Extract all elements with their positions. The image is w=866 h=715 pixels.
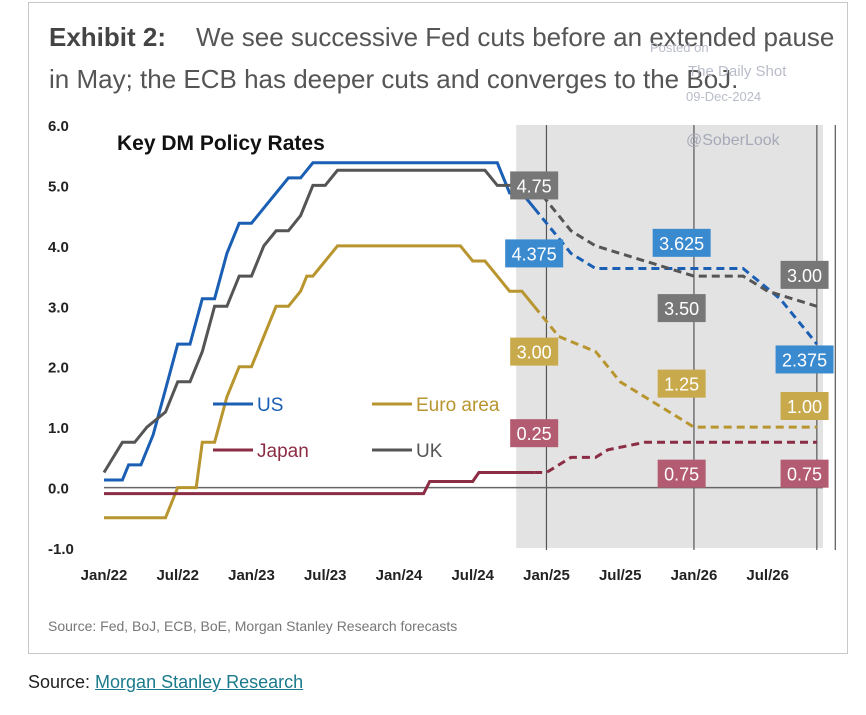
data-label-text: 3.00 <box>787 266 822 286</box>
data-label-text: 1.25 <box>664 375 699 395</box>
x-tick-label: Jan/24 <box>376 567 423 584</box>
data-label-text: 0.75 <box>664 465 699 485</box>
data-label-box <box>510 171 559 200</box>
headline-line-2: in May; the ECB has deeper cuts and conv… <box>49 64 739 94</box>
data-label-box <box>780 391 829 420</box>
series-line-uk-actual <box>102 168 535 474</box>
footer-source-prefix: Source: <box>28 672 96 692</box>
x-axis-ticks: Jan/22 Jul/22 Jan/23 Jul/23 Jan/24 Jul/24 Jan/… <box>81 567 789 584</box>
series-line-japan-actual <box>104 471 535 496</box>
data-label-box <box>657 459 706 488</box>
y-tick-label: 6.0 <box>48 118 69 135</box>
data-label-text: 0.75 <box>787 465 822 485</box>
legend-label-euro-area: Euro area <box>416 395 500 416</box>
y-tick-label: 1.0 <box>48 420 69 437</box>
legend-label-us: US <box>257 395 283 416</box>
x-tick-label: Jul/23 <box>304 567 347 584</box>
data-label-box <box>652 228 711 257</box>
data-label-box <box>510 337 559 366</box>
data-label-box <box>657 369 706 398</box>
watermark-posted-on: Posted on <box>650 40 709 55</box>
y-tick-label: 4.0 <box>48 239 69 256</box>
data-label-box <box>780 260 829 289</box>
series-line-japan-forecast <box>534 440 817 474</box>
data-label: 0.25 <box>510 419 559 448</box>
headline-line-1: We see successive Fed cuts before an ext… <box>196 22 835 52</box>
watermark-daily-shot: The Daily Shot <box>688 63 787 80</box>
x-tick-label: Jan/22 <box>81 567 128 584</box>
legend: US Euro area Japan UK <box>213 395 500 462</box>
data-label: 3.00 <box>780 260 829 289</box>
legend-label-uk: UK <box>416 441 443 462</box>
data-labels: 4.75 4.375 3.00 0.25 3.625 3.50 1.25 0.75 3.00 2.… <box>505 171 834 488</box>
series-lines <box>102 161 819 520</box>
x-tick-label: Jul/26 <box>746 567 789 584</box>
series-line-us-actual <box>104 161 536 482</box>
data-label-text: 4.75 <box>517 176 552 196</box>
x-tick-label: Jan/23 <box>228 567 275 584</box>
data-label: 4.75 <box>510 171 559 200</box>
data-label: 3.50 <box>657 294 706 323</box>
data-label-box <box>780 459 829 488</box>
data-label: 0.75 <box>657 459 706 488</box>
series-line-euro-area-forecast <box>533 305 817 429</box>
data-label-text: 3.50 <box>664 299 699 319</box>
morgan-stanley-link[interactable]: Morgan Stanley Research <box>95 672 304 692</box>
chart-title: Key DM Policy Rates <box>117 132 325 155</box>
watermark-date: 09-Dec-2024 <box>686 89 762 104</box>
x-tick-label: Jan/26 <box>671 567 718 584</box>
x-tick-label: Jan/25 <box>523 567 570 584</box>
series-line-uk-forecast <box>533 184 818 308</box>
data-label: 3.00 <box>510 337 559 366</box>
data-label: 0.75 <box>780 459 829 488</box>
legend-label-japan: Japan <box>257 441 309 462</box>
data-label-text: 1.00 <box>787 397 822 417</box>
x-tick-label: Jul/24 <box>451 567 494 584</box>
chart-source-note: Source: Fed, BoJ, ECB, BoE, Morgan Stanl… <box>48 618 458 634</box>
series-line-euro-area-actual <box>104 244 536 520</box>
y-tick-label: 3.0 <box>48 299 69 316</box>
data-label-box <box>505 239 564 268</box>
y-tick-label: 5.0 <box>48 178 69 195</box>
x-tick-label: Jul/22 <box>156 567 199 584</box>
data-label-text: 2.375 <box>782 350 827 370</box>
data-label-text: 3.00 <box>517 343 552 363</box>
exhibit-headline: Exhibit 2: We see successive Fed cuts bef… <box>49 16 849 100</box>
y-axis-ticks: 6.0 5.0 4.0 3.0 2.0 1.0 0.0 -1.0 <box>48 118 74 558</box>
data-label-box <box>510 419 559 448</box>
exhibit-label: Exhibit 2: <box>49 22 167 52</box>
data-label: 1.25 <box>657 369 706 398</box>
data-label-text: 4.375 <box>512 244 557 264</box>
x-tick-label: Jul/25 <box>599 567 642 584</box>
data-label: 2.375 <box>775 345 834 374</box>
data-label-box <box>657 294 706 323</box>
watermark-handle: @SoberLook <box>686 132 780 149</box>
data-label-text: 3.625 <box>659 234 704 254</box>
data-label: 1.00 <box>780 391 829 420</box>
footer-source: Source: Morgan Stanley Research <box>28 672 303 693</box>
y-tick-label: 0.0 <box>48 481 69 498</box>
data-label: 3.625 <box>652 228 711 257</box>
data-label: 4.375 <box>505 239 564 268</box>
y-tick-label: -1.0 <box>48 541 74 558</box>
data-label-box <box>775 345 834 374</box>
y-tick-label: 2.0 <box>48 360 69 377</box>
data-label-text: 0.25 <box>517 424 552 444</box>
series-line-us-forecast <box>533 207 819 346</box>
